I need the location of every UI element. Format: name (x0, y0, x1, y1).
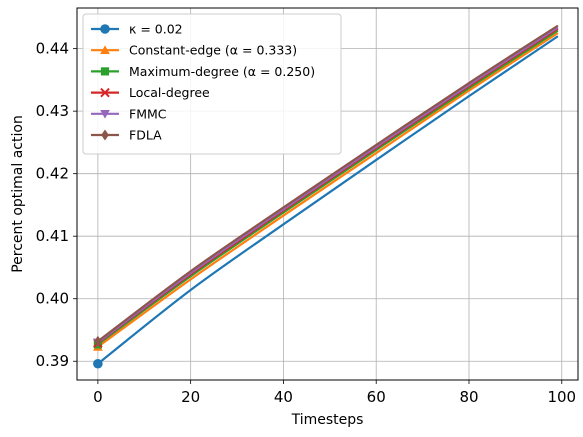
y-tick-label: 0.39 (36, 352, 69, 370)
x-tick-label: 60 (367, 388, 386, 406)
x-tick-label: 80 (459, 388, 478, 406)
legend-box (82, 13, 342, 155)
legend-entry: FDLA (91, 128, 162, 143)
x-tick-label: 0 (93, 388, 103, 406)
legend-entry: FMMC (91, 106, 167, 121)
legend-marker (100, 109, 110, 119)
legend-entry: Constant-edge (α = 0.333) (91, 43, 297, 58)
series-line (96, 35, 559, 365)
series-start-marker (94, 335, 102, 347)
legend: κ = 0.02 Constant-edge (α = 0.333) Maximum… (82, 13, 342, 155)
y-tick-label: 0.40 (36, 290, 69, 308)
y-tick-label: 0.41 (36, 227, 69, 245)
legend-label: Maximum-degree (α = 0.250) (129, 64, 315, 79)
series-start-marker (93, 358, 103, 369)
legend-entry: κ = 0.02 (91, 22, 183, 37)
legend-label: FMMC (129, 106, 167, 121)
legend-label: Constant-edge (α = 0.333) (129, 43, 297, 58)
series-1 (93, 35, 559, 369)
legend-entry: Local-degree (91, 85, 210, 100)
y-tick-label: 0.44 (36, 40, 69, 58)
series-6 (94, 25, 559, 347)
legend-label: κ = 0.02 (129, 22, 183, 37)
y-tick-label: 0.42 (36, 165, 69, 183)
series-line (96, 26, 559, 344)
axis-ticks: 0 20 40 60 80 100 0.39 0.40 0.41 0.42 0.43 0.44 (36, 40, 576, 406)
legend-label: Local-degree (129, 85, 210, 100)
x-tick-label: 20 (181, 388, 200, 406)
x-tick-label: 40 (274, 388, 293, 406)
y-axis-label: Percent optimal action (10, 115, 26, 273)
legend-marker (100, 45, 110, 55)
marker-stroke (100, 87, 110, 98)
legend-marker (100, 67, 110, 76)
x-axis-label: Timesteps (291, 412, 364, 428)
series-line (96, 30, 559, 346)
series-layer (93, 25, 559, 369)
series-line (96, 32, 559, 348)
series-line (96, 25, 559, 343)
legend-label: FDLA (129, 128, 162, 143)
legend-marker (101, 129, 109, 141)
y-tick-label: 0.43 (36, 102, 69, 120)
legend-marker (100, 24, 110, 34)
x-tick-label: 100 (547, 388, 576, 406)
legend-marker (100, 87, 110, 98)
plot-frame (76, 7, 579, 381)
legend-entry: Maximum-degree (α = 0.250) (91, 64, 315, 79)
